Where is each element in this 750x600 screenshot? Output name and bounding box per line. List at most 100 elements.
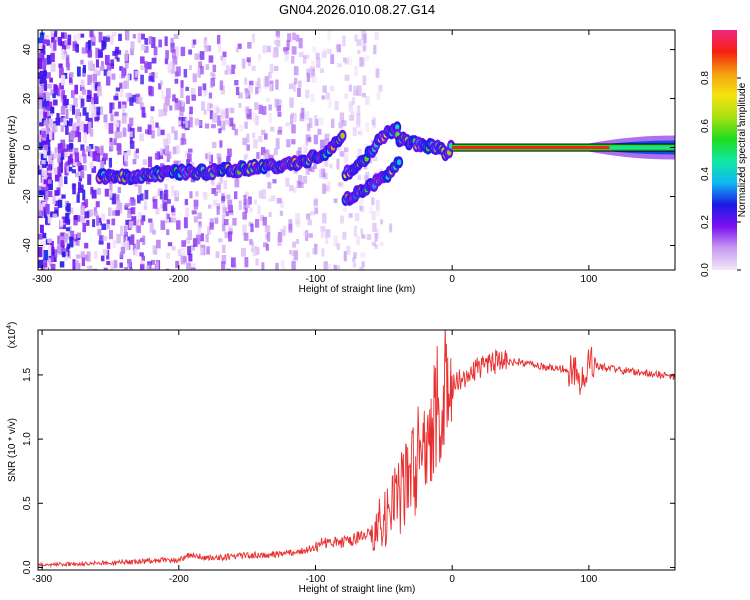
spectrogram-noise-cell [106,242,111,250]
spectrogram-noise-cell [244,121,248,129]
spectrogram-noise-cell [376,91,381,100]
spectrogram-noise-cell [158,109,164,117]
spectrogram-noise-cell [259,214,265,222]
spectrogram-noise-cell [217,157,222,166]
spectrogram-noise-cell [230,69,235,75]
spectrogram-noise-cell [357,174,361,180]
spectrogram-noise-cell [189,106,193,114]
spectrogram-noise-cell [71,169,76,174]
spectrogram-noise-cell [59,218,64,227]
spectrogram-noise-cell [54,36,60,43]
spectrogram-noise-cell [139,193,144,201]
spectrogram-noise-cell [59,82,64,90]
spectrogram-noise-cell [269,63,274,74]
spectrogram-noise-cell [221,244,226,254]
spectrogram-noise-cell [46,83,52,89]
spectrogram-noise-cell [140,237,145,243]
spectrogram-noise-cell [266,45,272,53]
spectrogram-noise-cell [363,33,367,44]
spectrogram-noise-cell [365,95,370,105]
spectrogram-ridge-cell [396,159,402,166]
spectrogram-noise-cell [165,176,170,181]
spectrogram-noise-cell [216,206,220,215]
spectrogram-noise-cell [181,116,187,122]
spectrogram-noise-cell [73,147,79,157]
colorbar-label: Normalized spectral amplitude [737,82,748,217]
spectrogram-noise-cell [287,33,292,42]
spectrogram-noise-cell [212,199,218,207]
spectrogram-noise-cell [221,195,226,202]
spectrogram-noise-cell [351,97,356,105]
spectrogram-noise-cell [235,47,239,53]
spectrogram-noise-cell [195,191,199,197]
spectrogram-noise-cell [52,213,57,218]
spectrogram-noise-cell [352,127,357,136]
spectrogram-noise-cell [120,246,126,254]
spectrogram-noise-cell [310,93,315,103]
spectrogram-noise-cell [314,207,319,215]
spectrogram-noise-cell [293,250,299,261]
spectrogram-noise-cell [117,143,122,155]
spectrogram-noise-cell [344,150,349,162]
spectrogram-x-axis: -300 -200 -100 0 100 [32,30,598,285]
spectrogram-noise-cell [38,203,44,211]
spectrogram-noise-cell [151,259,155,265]
spectrogram-noise-cell [54,147,59,154]
spectrogram-noise-cell [81,89,87,95]
spectrogram-noise-cell [145,129,149,135]
spectrogram-ridge-cell [340,132,345,139]
spectrogram-noise-cell [87,40,92,52]
spectrogram-noise-cell [223,218,229,226]
spectrogram-noise-cell [77,32,81,41]
spectrogram-noise-cell [39,142,43,151]
spectrogram-noise-cell [181,240,186,247]
spectrogram-noise-cell [93,82,98,89]
spectrogram-noise-cell [171,246,176,251]
spectrogram-noise-cell [304,89,310,99]
spectrogram-noise-cell [251,241,255,247]
spectrogram-noise-cell [96,70,101,76]
spectrogram-noise-cell [72,183,76,195]
spectrogram-noise-cell [54,200,59,207]
spectrogram-noise-cell [130,234,135,245]
spectrogram-noise-cell [374,233,378,242]
spectrogram-noise-cell [60,150,65,160]
spectrogram-noise-cell [133,151,138,159]
spectrogram-noise-cell [213,104,219,114]
spectrogram-noise-cell [343,251,347,262]
spectrogram-noise-cell [179,105,184,117]
spectrogram-noise-cell [296,239,300,245]
spectrogram-noise-cell [336,265,341,270]
spectrogram-noise-cell [198,61,203,69]
spectrogram-noise-cell [53,99,58,106]
snr-plot-area [38,330,675,570]
spectrogram-noise-cell [45,40,51,45]
spectrogram-noise-cell [285,122,290,127]
spectrogram-noise-cell [244,207,248,213]
spectrogram-noise-cell [325,235,329,245]
spectrogram-noise-cell [96,153,101,162]
spectrogram-noise-cell [252,245,258,257]
spectrogram-noise-cell [150,106,155,112]
spectrogram-noise-cell [163,138,169,147]
spectrogram-noise-cell [111,32,117,37]
spectrogram-noise-cell [116,57,120,62]
spectrogram-noise-cell [60,49,65,55]
colorbar-axis: 0.0 0.2 0.4 0.6 0.8 [700,71,741,277]
spectrogram-noise-cell [98,240,104,245]
spectrogram-noise-cell [278,126,283,133]
spectrogram-noise-cell [93,68,98,74]
spectrogram-noise-cell [46,147,51,156]
spectrogram-noise-cell [114,121,120,128]
spectrogram-noise-cell [187,230,192,240]
colorbar-tick-label: 0.2 [700,215,711,229]
spectrogram-noise-cell [269,84,273,93]
spectrogram-noise-cell [333,264,337,270]
spectrogram-noise-cell [199,247,204,255]
spectrogram-noise-cell [120,88,124,98]
spectrogram-noise-cell [76,254,81,259]
spectrogram-noise-cell [43,138,48,148]
spectrogram-noise-cell [106,219,111,225]
spectrogram-noise-cell [203,89,207,97]
spectrogram-noise-cell [95,47,100,59]
